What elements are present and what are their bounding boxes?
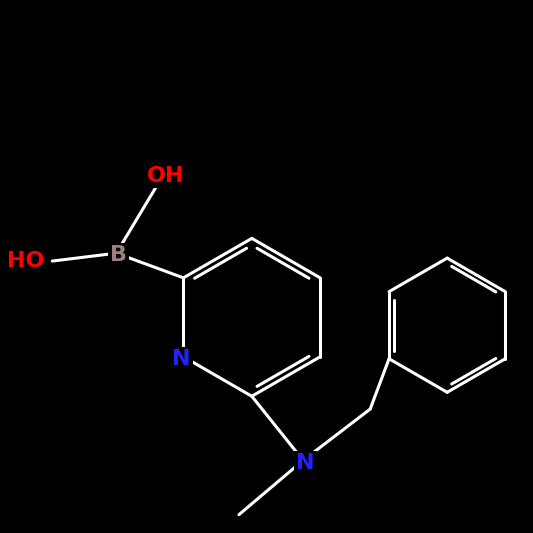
Text: B: B [110, 245, 127, 265]
Text: OH: OH [147, 166, 184, 186]
Text: N: N [296, 454, 314, 473]
Text: HO: HO [7, 251, 44, 271]
Text: N: N [172, 349, 191, 369]
